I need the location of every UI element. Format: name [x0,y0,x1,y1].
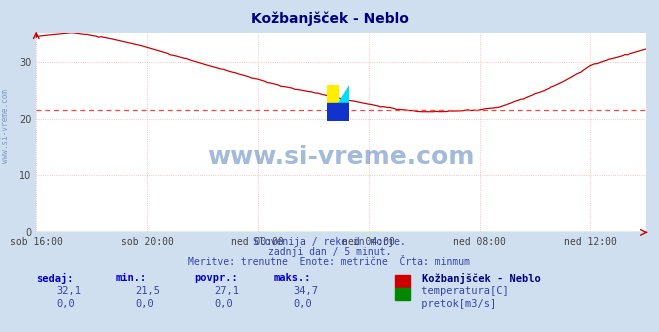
Text: Slovenija / reke in morje.: Slovenija / reke in morje. [253,237,406,247]
Text: maks.:: maks.: [273,273,311,283]
Text: pretok[m3/s]: pretok[m3/s] [415,299,496,309]
Bar [328,103,338,121]
Text: 0,0: 0,0 [214,299,233,309]
Text: Meritve: trenutne  Enote: metrične  Črta: minmum: Meritve: trenutne Enote: metrične Črta: … [188,257,471,267]
Text: Kožbanjšček - Neblo: Kožbanjšček - Neblo [422,273,540,284]
Text: 21,5: 21,5 [135,286,160,296]
Text: 32,1: 32,1 [56,286,81,296]
Text: 0,0: 0,0 [135,299,154,309]
Text: 27,1: 27,1 [214,286,239,296]
Text: sedaj:: sedaj: [36,273,74,284]
Text: 34,7: 34,7 [293,286,318,296]
Text: Kožbanjšček - Neblo: Kožbanjšček - Neblo [250,12,409,26]
Text: povpr.:: povpr.: [194,273,238,283]
Text: www.si-vreme.com: www.si-vreme.com [1,89,10,163]
Text: www.si-vreme.com: www.si-vreme.com [208,145,474,169]
Text: min.:: min.: [115,273,146,283]
Bar [328,85,338,103]
Text: 0,0: 0,0 [56,299,74,309]
Text: zadnji dan / 5 minut.: zadnji dan / 5 minut. [268,247,391,257]
Text: temperatura[C]: temperatura[C] [415,286,509,296]
Text: 0,0: 0,0 [293,299,312,309]
Polygon shape [338,85,349,103]
Bar [338,103,349,121]
